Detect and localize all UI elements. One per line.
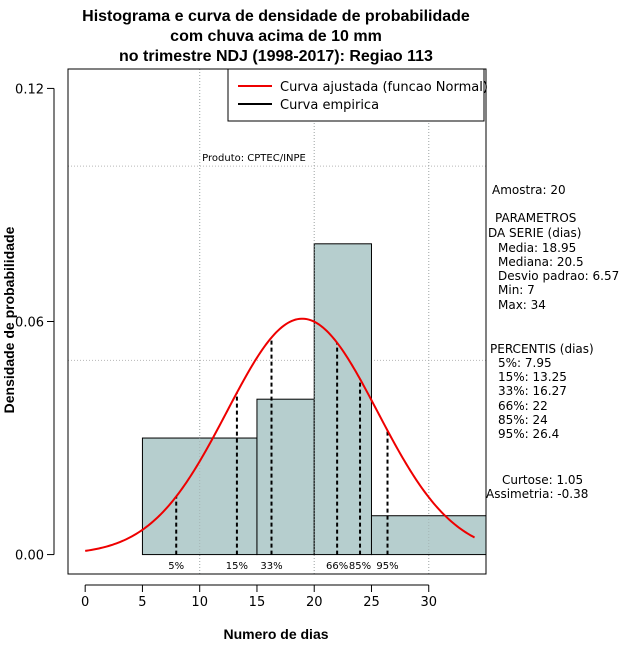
normal-fit-curve [85, 317, 476, 552]
histogram-bar-1 [256, 398, 315, 556]
x-tick-label-6: 30 [420, 595, 437, 610]
x-tick-label-3: 15 [249, 595, 266, 610]
y-tick-label-0: 0.00 [15, 549, 44, 564]
percentile-label-1: 15% [226, 561, 248, 572]
histogram-bar-2 [313, 243, 372, 556]
x-tick-label-0: 0 [81, 595, 89, 610]
x-tick-label-5: 25 [363, 595, 380, 610]
title-line-2: com chuva acima de 10 mm [170, 28, 382, 45]
stat-p5: 5%: 7.95 [498, 356, 552, 370]
normal-curve-layer [85, 317, 476, 552]
histogram-bar-3 [370, 515, 487, 556]
x-axis-label: Numero de dias [223, 626, 328, 642]
legend-box [227, 68, 485, 122]
stat-max: Max: 34 [498, 298, 546, 312]
stat-mediana: Mediana: 20.5 [498, 255, 584, 269]
legend-label-empirical: Curva empirica [280, 98, 379, 113]
percentile-label-3: 66% [326, 561, 348, 572]
percentile-label-4: 85% [349, 561, 371, 572]
stat-perc-title: PERCENTIS (dias) [490, 342, 594, 356]
y-axis-label: Densidade de probabilidade [1, 226, 17, 413]
percentile-lines: 5% 15% 33% 66% 85% 95% [168, 337, 399, 572]
axes: 0 5 10 15 20 25 30 0.00 0.06 0.12 [15, 82, 437, 610]
stat-p33: 33%: 16.27 [498, 384, 567, 398]
stat-media: Media: 18.95 [498, 241, 576, 255]
x-tick-label-4: 20 [306, 595, 323, 610]
stat-desvio: Desvio padrao: 6.57 [498, 269, 619, 283]
x-tick-label-1: 5 [138, 595, 146, 610]
title-line-3: no trimestre NDJ (1998-2017): Regiao 113 [119, 48, 433, 65]
stats-panel: Amostra: 20 PARAMETROS DA SERIE (dias) M… [486, 183, 619, 501]
legend: Curva ajustada (funcao Normal) Curva emp… [227, 68, 488, 122]
histogram-bars [141, 69, 487, 574]
title-line-1: Histograma e curva de densidade de proba… [82, 8, 470, 25]
stat-param-title-1: PARAMETROS [495, 211, 576, 225]
percentile-label-0: 5% [168, 561, 184, 572]
stat-p15: 15%: 13.25 [498, 370, 567, 384]
stat-amostra: Amostra: 20 [492, 183, 566, 197]
y-tick-label-2: 0.12 [15, 82, 44, 97]
chart-title: Histograma e curva de densidade de proba… [82, 8, 470, 65]
x-tick-label-2: 10 [191, 595, 208, 610]
stat-p95: 95%: 26.4 [498, 427, 559, 441]
product-annotation: Produto: CPTEC/INPE [202, 153, 306, 164]
stat-param-title-2: DA SERIE (dias) [488, 226, 581, 240]
stat-min: Min: 7 [498, 283, 535, 297]
stat-p85: 85%: 24 [498, 413, 548, 427]
stat-p66: 66%: 22 [498, 399, 548, 413]
stat-curtose: Curtose: 1.05 [502, 473, 583, 487]
percentile-label-5: 95% [376, 561, 398, 572]
y-tick-label-1: 0.06 [15, 316, 44, 331]
legend-label-fit: Curva ajustada (funcao Normal) [280, 80, 488, 95]
stat-assimetria: Assimetria: -0.38 [486, 487, 588, 501]
percentile-label-2: 33% [260, 561, 282, 572]
